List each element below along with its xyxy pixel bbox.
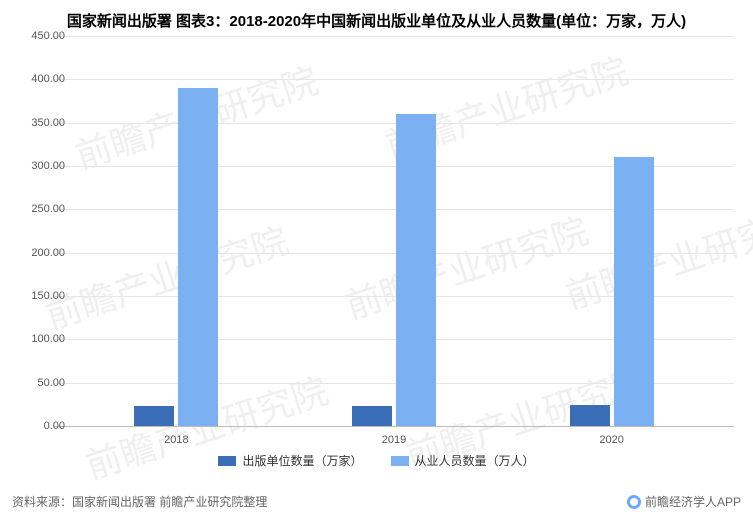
x-tick-label: 2019: [382, 434, 406, 446]
legend: 出版单位数量（万家） 从业人员数量（万人）: [0, 452, 753, 469]
y-tick-label: 100.00: [31, 333, 65, 345]
legend-swatch: [218, 456, 236, 466]
chart-title: 国家新闻出版署 图表3：2018-2020年中国新闻出版业单位及从业人员数量(单…: [0, 0, 753, 31]
footer: 资料来源：国家新闻出版署 前瞻产业研究院整理 前瞻经济学人APP: [12, 493, 741, 510]
y-tick-label: 250.00: [31, 203, 65, 215]
y-tick-label: 0.00: [44, 420, 65, 432]
legend-label: 从业人员数量（万人）: [415, 452, 535, 469]
y-tick-label: 450.00: [31, 30, 65, 42]
bar: [614, 157, 654, 426]
bar: [352, 406, 392, 426]
legend-swatch: [391, 456, 409, 466]
bar: [570, 405, 610, 426]
y-tick-label: 300.00: [31, 160, 65, 172]
x-tick-label: 2020: [599, 434, 623, 446]
x-axis-baseline: [54, 426, 734, 427]
plot-area: [54, 36, 734, 426]
legend-item: 从业人员数量（万人）: [391, 452, 535, 469]
y-tick-label: 350.00: [31, 117, 65, 129]
y-tick-label: 50.00: [37, 377, 65, 389]
legend-item: 出版单位数量（万家）: [218, 452, 362, 469]
y-tick-label: 200.00: [31, 247, 65, 259]
x-tick-label: 2018: [164, 434, 188, 446]
y-tick-label: 150.00: [31, 290, 65, 302]
bar: [178, 88, 218, 426]
chart-container: 国家新闻出版署 图表3：2018-2020年中国新闻出版业单位及从业人员数量(单…: [0, 0, 753, 518]
y-tick-label: 400.00: [31, 73, 65, 85]
bar: [134, 406, 174, 426]
app-badge-text: 前瞻经济学人APP: [645, 493, 741, 510]
app-icon: [627, 495, 641, 509]
legend-label: 出版单位数量（万家）: [242, 452, 362, 469]
source-label: 资料来源：国家新闻出版署 前瞻产业研究院整理: [12, 493, 267, 510]
app-badge: 前瞻经济学人APP: [627, 493, 741, 510]
bar: [396, 114, 436, 426]
